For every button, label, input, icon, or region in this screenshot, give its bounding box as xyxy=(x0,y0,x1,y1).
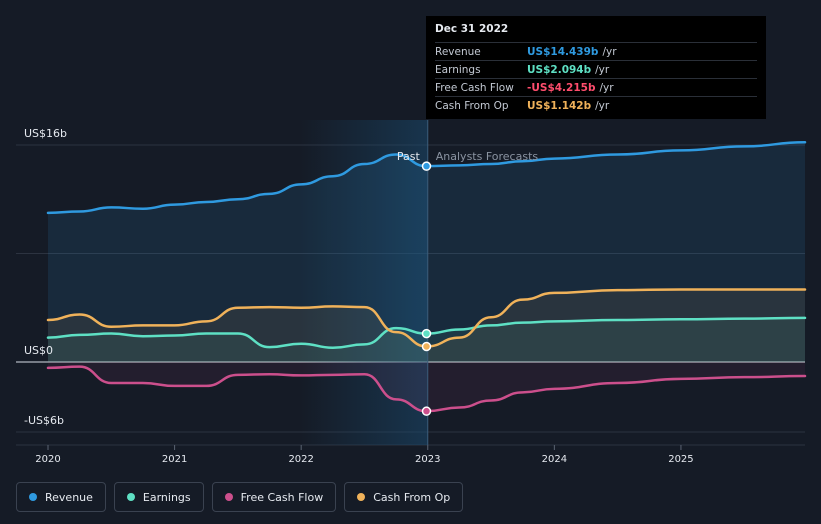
legend-dot-icon xyxy=(224,493,233,501)
tooltip-unit: /yr xyxy=(602,45,617,58)
tooltip-value: US$14.439b xyxy=(527,45,599,58)
x-tick-label: 2025 xyxy=(668,454,693,465)
legend-item-cash-from-op[interactable]: Cash From Op xyxy=(344,482,464,512)
tooltip-date: Dec 31 2022 xyxy=(435,23,509,35)
tooltip-unit: /yr xyxy=(599,81,614,94)
tooltip-value: -US$4.215b xyxy=(527,81,596,94)
legend-label: Free Cash Flow xyxy=(240,490,324,504)
chart-legend: Revenue Earnings Free Cash Flow Cash Fro… xyxy=(16,482,464,512)
y-axis-ticks: US$16b US$0 -US$6b xyxy=(24,127,67,427)
line-earnings xyxy=(46,316,807,350)
forecast-label: Analysts Forecasts xyxy=(436,150,539,163)
marker-earnings xyxy=(421,328,432,339)
y-tick-label: US$16b xyxy=(24,127,67,140)
tooltip-label: Revenue xyxy=(435,45,481,58)
series-areas xyxy=(48,142,805,412)
tooltip-unit: /yr xyxy=(595,63,610,76)
data-tooltip: Dec 31 2022 Revenue US$14.439b /yr Earni… xyxy=(426,16,766,119)
tooltip-row-free-cash-flow: Free Cash Flow -US$4.215b /yr xyxy=(435,78,757,96)
chart-canvas: Past Analysts Forecasts US$16b US$0 -US$6b… xyxy=(16,120,807,465)
legend-dot-icon xyxy=(29,493,37,501)
highlight-markers xyxy=(421,161,432,416)
line-revenue xyxy=(46,141,807,215)
legend-label: Revenue xyxy=(45,490,93,504)
legend-item-free-cash-flow[interactable]: Free Cash Flow xyxy=(211,482,337,512)
area-earnings xyxy=(48,317,805,362)
legend-item-earnings[interactable]: Earnings xyxy=(113,482,204,512)
series-lines xyxy=(46,141,807,413)
legend-item-revenue[interactable]: Revenue xyxy=(16,482,106,512)
legend-dot-icon xyxy=(357,493,366,501)
line-free-cash-flow xyxy=(46,365,807,413)
tooltip-unit: /yr xyxy=(595,99,610,112)
marker-cash-from-op xyxy=(421,341,432,352)
tooltip-row-earnings: Earnings US$2.094b /yr xyxy=(435,60,757,78)
marker-revenue xyxy=(421,161,432,171)
x-tick-label: 2024 xyxy=(542,454,567,465)
tooltip-row-revenue: Revenue US$14.439b /yr xyxy=(435,42,757,60)
tooltip-label: Free Cash Flow xyxy=(435,81,514,94)
tooltip-row-cash-from-op: Cash From Op US$1.142b /yr xyxy=(435,96,757,114)
tooltip-value: US$1.142b xyxy=(527,99,592,112)
legend-label: Earnings xyxy=(142,490,191,504)
area-free-cash-flow xyxy=(48,362,805,412)
tooltip-label: Cash From Op xyxy=(435,99,509,112)
marker-free-cash-flow xyxy=(421,406,432,416)
x-axis-ticks: 2020 2021 2022 2023 2024 2025 xyxy=(35,445,694,465)
area-cash-from-op xyxy=(48,289,805,362)
y-tick-label: US$0 xyxy=(24,344,53,357)
x-tick-label: 2020 xyxy=(35,454,60,465)
tooltip-value: US$2.094b xyxy=(527,63,592,76)
line-cash-from-op xyxy=(46,288,807,348)
x-tick-label: 2021 xyxy=(162,454,187,465)
tooltip-label: Earnings xyxy=(435,63,481,76)
legend-dot-icon xyxy=(126,493,135,501)
past-region-shade xyxy=(300,120,428,445)
y-tick-label: -US$6b xyxy=(24,414,64,427)
x-tick-label: 2022 xyxy=(288,454,313,465)
legend-label: Cash From Op xyxy=(373,490,451,504)
x-tick-label: 2023 xyxy=(415,454,440,465)
past-label: Past xyxy=(397,150,421,163)
